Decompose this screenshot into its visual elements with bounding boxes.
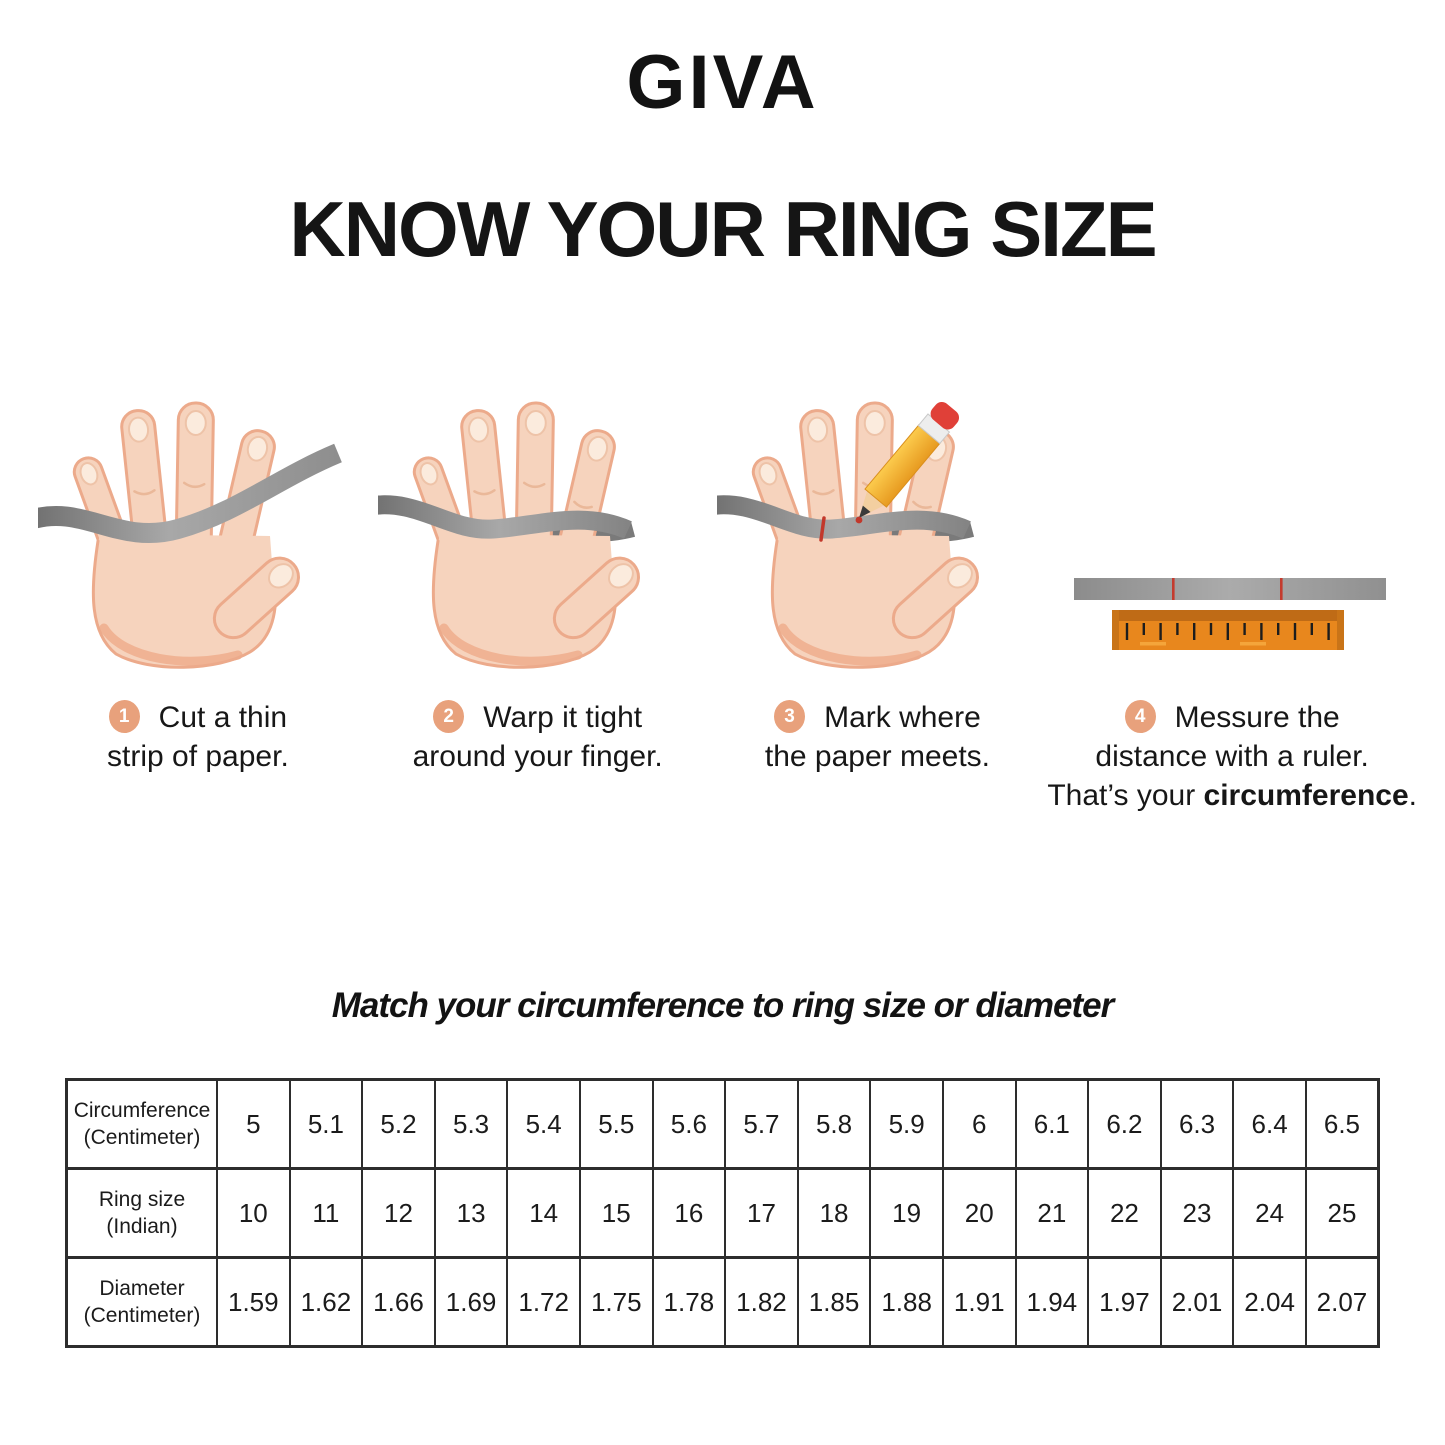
- row-header: Diameter (Centimeter): [65, 1256, 218, 1348]
- step-text: Messure the: [1174, 701, 1340, 734]
- size-cell: 2.07: [1304, 1256, 1380, 1348]
- step-4: 4 Messure the distance with a ruler. That…: [1047, 398, 1417, 815]
- size-cell: 2.01: [1159, 1256, 1235, 1348]
- size-cell: 1.59: [216, 1256, 291, 1348]
- mark-line: [1172, 578, 1175, 600]
- size-cell: 5.1: [288, 1078, 364, 1170]
- circumference-emphasis: circumference: [1203, 779, 1409, 812]
- size-cell: 2.04: [1232, 1256, 1307, 1348]
- paper-strip: [377, 495, 632, 539]
- match-heading: Match your circumference to ring size or…: [331, 986, 1115, 1025]
- step-number-badge: 1: [108, 699, 140, 733]
- size-cell: 5.9: [869, 1078, 944, 1170]
- ring-size-table: Circumference (Centimeter) 5 5.1 5.2 5.3 5.4 5.…: [65, 1078, 1380, 1348]
- steps-row: 1 Cut a thin strip of paper.: [28, 398, 1417, 815]
- size-cell: 14: [506, 1167, 581, 1259]
- size-cell: 16: [651, 1167, 727, 1259]
- size-cell: 1.94: [1014, 1256, 1090, 1348]
- step-text: Mark where: [824, 701, 981, 734]
- step-text: the paper meets.: [764, 740, 991, 773]
- step-number-badge: 4: [1124, 699, 1156, 733]
- table-row: Diameter (Centimeter) 1.59 1.62 1.66 1.69 1.72…: [65, 1256, 1380, 1348]
- step-caption: 2 Warp it tight around your finger.: [413, 698, 663, 776]
- size-cell: 22: [1087, 1167, 1162, 1259]
- size-cell: 1.72: [506, 1256, 581, 1348]
- size-cell: 6: [941, 1078, 1017, 1170]
- size-cell: 18: [796, 1167, 872, 1259]
- row-header: Circumference (Centimeter): [65, 1078, 218, 1170]
- size-cell: 6.4: [1232, 1078, 1307, 1170]
- step-caption: 1 Cut a thin strip of paper.: [107, 698, 289, 776]
- size-cell: 1.78: [651, 1256, 727, 1348]
- pencil-icon: [859, 401, 960, 518]
- step-1: 1 Cut a thin strip of paper.: [28, 398, 368, 815]
- step-text: around your finger.: [412, 740, 663, 773]
- pencil-tip-mark: [856, 516, 863, 524]
- paper-strip-and-ruler-illustration: [1074, 578, 1387, 650]
- size-cell: 12: [361, 1167, 436, 1259]
- step-2: 2 Warp it tight around your finger.: [368, 398, 708, 815]
- size-cell: 11: [288, 1167, 364, 1259]
- step-caption: 3 Mark where the paper meets.: [765, 698, 990, 776]
- size-cell: 5.2: [361, 1078, 436, 1170]
- step-3: 3 Mark where the paper meets.: [708, 398, 1048, 815]
- page-title: KNOW YOUR RING SIZE: [289, 185, 1157, 273]
- paper-strip: [37, 443, 342, 543]
- size-cell: 13: [433, 1167, 509, 1259]
- step-text: Warp it tight: [483, 701, 643, 734]
- size-cell: 5.8: [796, 1078, 872, 1170]
- size-cell: 5.6: [651, 1078, 727, 1170]
- size-cell: 1.91: [941, 1256, 1017, 1348]
- size-cell: 5.7: [724, 1078, 799, 1170]
- size-cell: 21: [1014, 1167, 1090, 1259]
- size-cell: 1.75: [578, 1256, 654, 1348]
- measured-paper-strip: [1074, 578, 1387, 600]
- size-cell: 1.85: [796, 1256, 872, 1348]
- size-cell: 24: [1232, 1167, 1307, 1259]
- size-cell: 19: [869, 1167, 944, 1259]
- size-cell: 1.62: [288, 1256, 364, 1348]
- step-number-badge: 3: [774, 699, 806, 733]
- size-cell: 1.88: [869, 1256, 944, 1348]
- step-text: That’s your circumference.: [1047, 779, 1417, 812]
- size-cell: 20: [941, 1167, 1017, 1259]
- size-cell: 5.4: [506, 1078, 581, 1170]
- size-cell: 15: [578, 1167, 654, 1259]
- size-cell: 17: [724, 1167, 799, 1259]
- size-cell: 1.97: [1087, 1256, 1162, 1348]
- size-cell: 23: [1159, 1167, 1235, 1259]
- size-table-wrap: Circumference (Centimeter) 5 5.1 5.2 5.3 5.4 5.…: [65, 1078, 1380, 1348]
- size-cell: 6.2: [1087, 1078, 1162, 1170]
- hand-strip-wrapped-illustration: [377, 401, 640, 669]
- hand-strip-marked-illustration: [717, 401, 980, 669]
- step-text: Cut a thin: [158, 701, 288, 734]
- step-number-badge: 2: [433, 699, 465, 733]
- mark-line: [1280, 578, 1283, 600]
- row-header: Ring size (Indian): [65, 1167, 218, 1259]
- size-cell: 6.5: [1304, 1078, 1380, 1170]
- size-cell: 5.5: [578, 1078, 654, 1170]
- hand-with-paper-strip-illustration: [37, 401, 342, 669]
- ruler-icon: [1112, 610, 1345, 650]
- size-cell: 6.1: [1014, 1078, 1090, 1170]
- size-cell: 25: [1304, 1167, 1380, 1259]
- step-caption: 4 Messure the distance with a ruler. That…: [1047, 698, 1417, 815]
- brand-logo: GIVA: [626, 40, 819, 125]
- size-cell: 1.82: [724, 1256, 799, 1348]
- size-cell: 5.3: [433, 1078, 509, 1170]
- step-text: strip of paper.: [107, 740, 289, 773]
- step-text: distance with a ruler.: [1095, 740, 1369, 773]
- size-cell: 1.66: [361, 1256, 436, 1348]
- size-cell: 1.69: [433, 1256, 509, 1348]
- pen-mark: [819, 516, 827, 542]
- paper-strip: [717, 495, 972, 539]
- size-cell: 5: [216, 1078, 291, 1170]
- table-row: Circumference (Centimeter) 5 5.1 5.2 5.3 5.4 5.…: [65, 1078, 1380, 1170]
- size-cell: 10: [216, 1167, 291, 1259]
- table-row: Ring size (Indian) 10 11 12 13 14 15 16 17 18 19 20 2…: [65, 1167, 1380, 1259]
- size-cell: 6.3: [1159, 1078, 1235, 1170]
